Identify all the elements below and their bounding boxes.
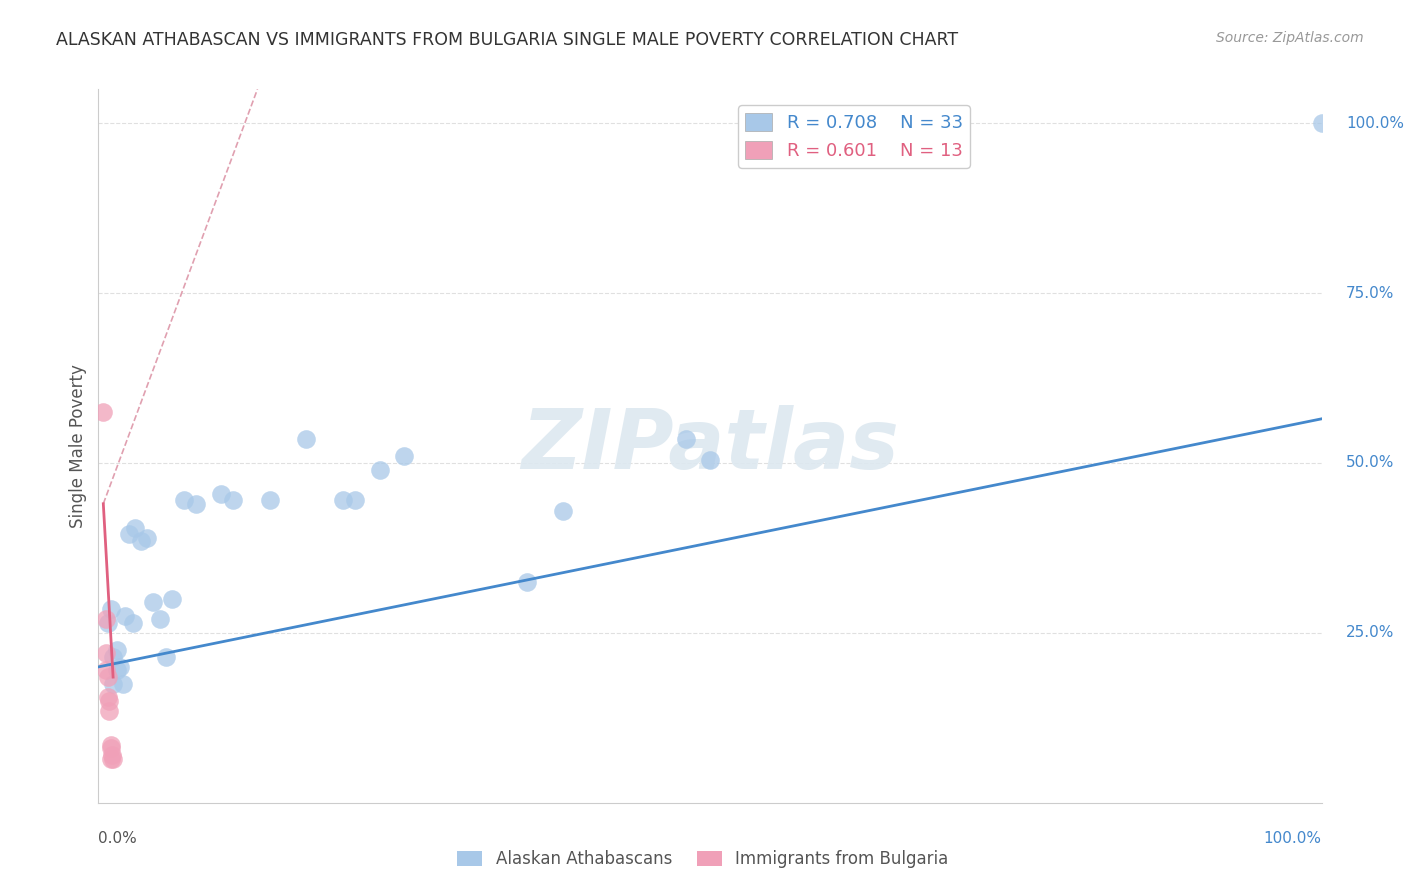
Point (344, 493, 367, 508)
Point (111, 677, 134, 691)
Text: 100.0%: 100.0% (1346, 116, 1405, 131)
Point (100, 602, 122, 616)
Y-axis label: Single Male Poverty: Single Male Poverty (69, 364, 87, 528)
Text: ALASKAN ATHABASCAN VS IMMIGRANTS FROM BULGARIA SINGLE MALE POVERTY CORRELATION C: ALASKAN ATHABASCAN VS IMMIGRANTS FROM BU… (56, 31, 959, 49)
Point (101, 649, 124, 664)
Point (101, 748, 124, 763)
Point (699, 452, 721, 467)
Text: 75.0%: 75.0% (1346, 285, 1395, 301)
Point (98, 704, 121, 718)
Point (100, 741, 122, 756)
Point (186, 497, 208, 511)
Text: ZIPatlas: ZIPatlas (522, 406, 898, 486)
Point (97, 615, 120, 630)
Point (98, 694, 121, 708)
Point (392, 449, 416, 463)
Point (105, 663, 128, 677)
Point (368, 463, 391, 477)
Point (209, 486, 232, 500)
Point (553, 503, 575, 517)
Point (675, 432, 697, 446)
Point (114, 608, 136, 623)
Point (295, 432, 318, 446)
Point (94, 646, 117, 660)
Point (94, 663, 117, 677)
Text: 50.0%: 50.0% (1346, 456, 1395, 470)
Point (149, 612, 172, 626)
Text: Source: ZipAtlas.com: Source: ZipAtlas.com (1216, 31, 1364, 45)
Point (173, 493, 195, 508)
Point (97, 690, 120, 705)
Point (515, 574, 537, 589)
Point (121, 615, 143, 630)
Point (136, 531, 159, 545)
Text: 100.0%: 100.0% (1264, 831, 1322, 847)
Legend: R = 0.708    N = 33, R = 0.601    N = 13: R = 0.708 N = 33, R = 0.601 N = 13 (738, 105, 970, 168)
Point (124, 520, 146, 534)
Point (101, 751, 124, 765)
Point (105, 643, 128, 657)
Point (101, 677, 124, 691)
Point (97, 670, 120, 684)
Point (110, 660, 132, 674)
Point (1310, 116, 1333, 130)
Point (222, 493, 245, 508)
Point (94, 612, 117, 626)
Point (332, 493, 354, 508)
Point (91, 405, 114, 419)
Point (100, 738, 122, 752)
Point (118, 527, 141, 541)
Text: 25.0%: 25.0% (1346, 625, 1395, 640)
Point (259, 493, 281, 508)
Point (142, 595, 165, 609)
Point (129, 534, 152, 549)
Point (160, 591, 183, 606)
Legend: Alaskan Athabascans, Immigrants from Bulgaria: Alaskan Athabascans, Immigrants from Bul… (451, 844, 955, 875)
Text: 0.0%: 0.0% (98, 831, 138, 847)
Point (100, 751, 122, 765)
Point (155, 649, 177, 664)
